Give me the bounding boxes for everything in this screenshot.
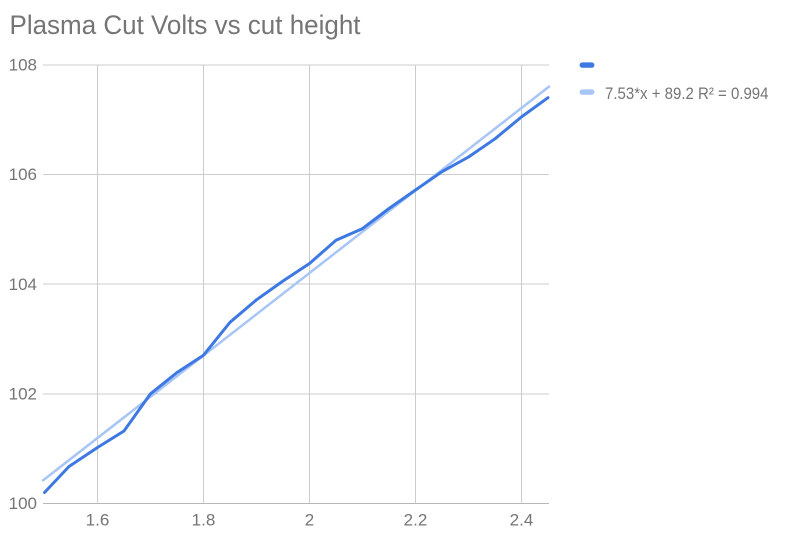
svg-text:7.53*x + 89.2 R² = 0.994: 7.53*x + 89.2 R² = 0.994 <box>605 84 769 103</box>
svg-text:Plasma Cut Volts vs cut height: Plasma Cut Volts vs cut height <box>10 10 361 40</box>
svg-text:2.2: 2.2 <box>404 511 428 530</box>
svg-text:104: 104 <box>9 275 37 294</box>
svg-text:1.6: 1.6 <box>86 511 110 530</box>
svg-text:2: 2 <box>305 511 314 530</box>
svg-text:106: 106 <box>9 165 37 184</box>
svg-text:102: 102 <box>9 384 37 403</box>
svg-text:108: 108 <box>9 55 37 74</box>
svg-text:2.4: 2.4 <box>510 511 534 530</box>
svg-text:100: 100 <box>9 494 37 513</box>
svg-text:1.8: 1.8 <box>192 511 216 530</box>
